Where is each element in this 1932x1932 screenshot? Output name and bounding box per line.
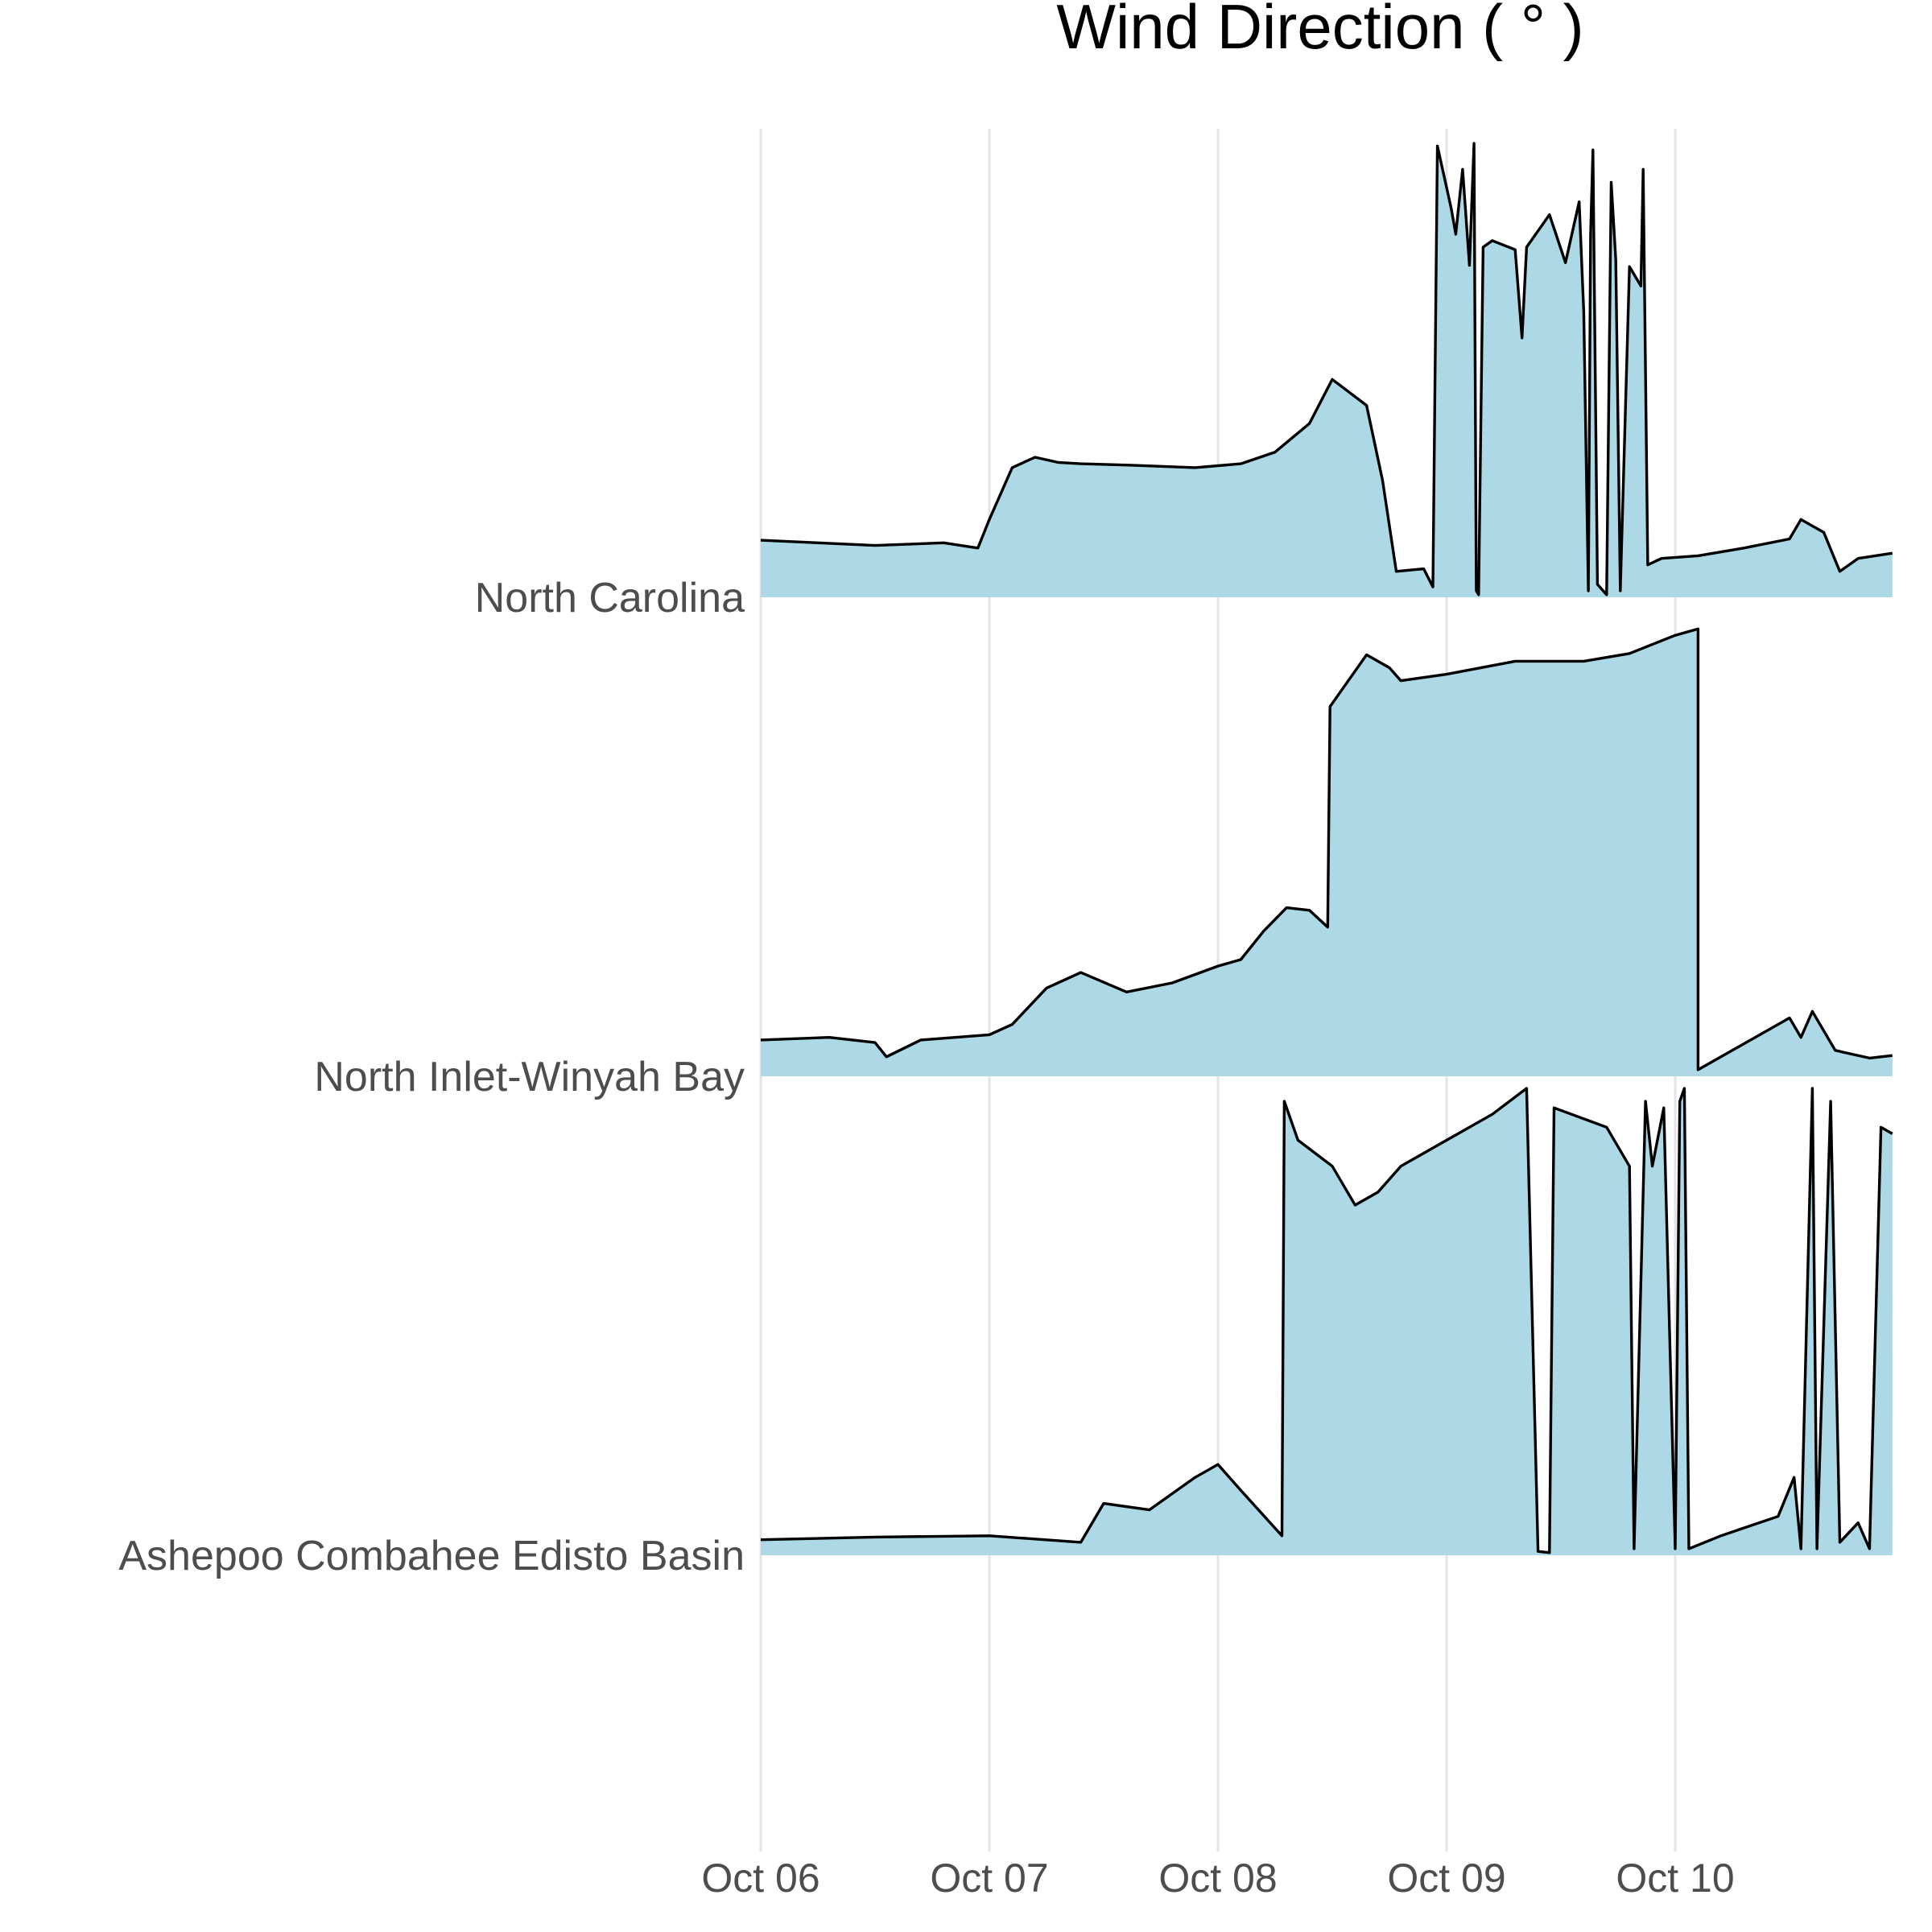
chart-title: Wind Direction ( ° ) xyxy=(1056,0,1583,62)
ridges xyxy=(761,143,1893,1555)
x-tick-label-oct09: Oct 09 xyxy=(1387,1856,1505,1901)
ridge-area-1 xyxy=(761,629,1893,1076)
x-tick-label-oct10: Oct 10 xyxy=(1616,1856,1734,1901)
series-label-ashepoo-combahee-edisto-basin: Ashepoo Combahee Edisto Basin xyxy=(118,1533,745,1579)
x-tick-label-oct07: Oct 07 xyxy=(930,1856,1048,1901)
x-tick-label-oct06: Oct 06 xyxy=(701,1856,819,1901)
ridge-area-2 xyxy=(761,1088,1893,1555)
series-label-north-inlet-winyah-bay: North Inlet-Winyah Bay xyxy=(314,1054,745,1100)
series-labels: North Carolina North Inlet-Winyah Bay As… xyxy=(118,575,745,1579)
series-label-north-carolina: North Carolina xyxy=(475,575,745,621)
x-axis-tick-labels: Oct 06 Oct 07 Oct 08 Oct 09 Oct 10 xyxy=(701,1856,1734,1901)
x-tick-label-oct08: Oct 08 xyxy=(1158,1856,1277,1901)
ridge-area-0 xyxy=(761,143,1893,597)
